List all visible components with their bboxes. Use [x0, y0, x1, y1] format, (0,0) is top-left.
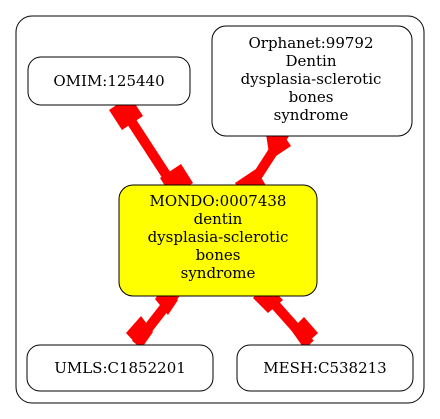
node-umls[interactable]: UMLS:C1852201	[26, 344, 214, 392]
node-mondo-label-line-2: dentin	[194, 210, 243, 228]
edge-center-mesh-arrowhead-end	[291, 317, 318, 347]
edge-center-umls-arrowhead-end	[126, 316, 153, 349]
node-orphanet[interactable]: Orphanet:99792 Dentin dysplasia-scleroti…	[211, 25, 413, 137]
node-orphanet-label-line-1: Orphanet:99792	[248, 34, 373, 52]
node-mondo-label-line-3: dysplasia-sclerotic	[148, 228, 289, 246]
node-orphanet-label-line-3: dysplasia-sclerotic	[241, 70, 382, 88]
node-umls-label: UMLS:C1852201	[54, 359, 186, 377]
node-omim-label: OMIM:125440	[53, 72, 164, 90]
node-mondo-label-line-4: bones	[196, 246, 241, 264]
node-mondo-center[interactable]: MONDO:0007438 dentin dysplasia-sclerotic…	[118, 184, 318, 297]
node-orphanet-label-line-4: bones	[289, 88, 334, 106]
node-omim[interactable]: OMIM:125440	[27, 56, 191, 106]
node-mesh[interactable]: MESH:C538213	[236, 344, 414, 392]
node-mondo-label-line-5: syndrome	[181, 264, 256, 282]
node-mondo-label-line-1: MONDO:0007438	[150, 192, 287, 210]
node-orphanet-label-line-5: syndrome	[274, 106, 349, 124]
node-mesh-label: MESH:C538213	[263, 359, 386, 377]
node-orphanet-label-line-2: Dentin	[285, 52, 336, 70]
